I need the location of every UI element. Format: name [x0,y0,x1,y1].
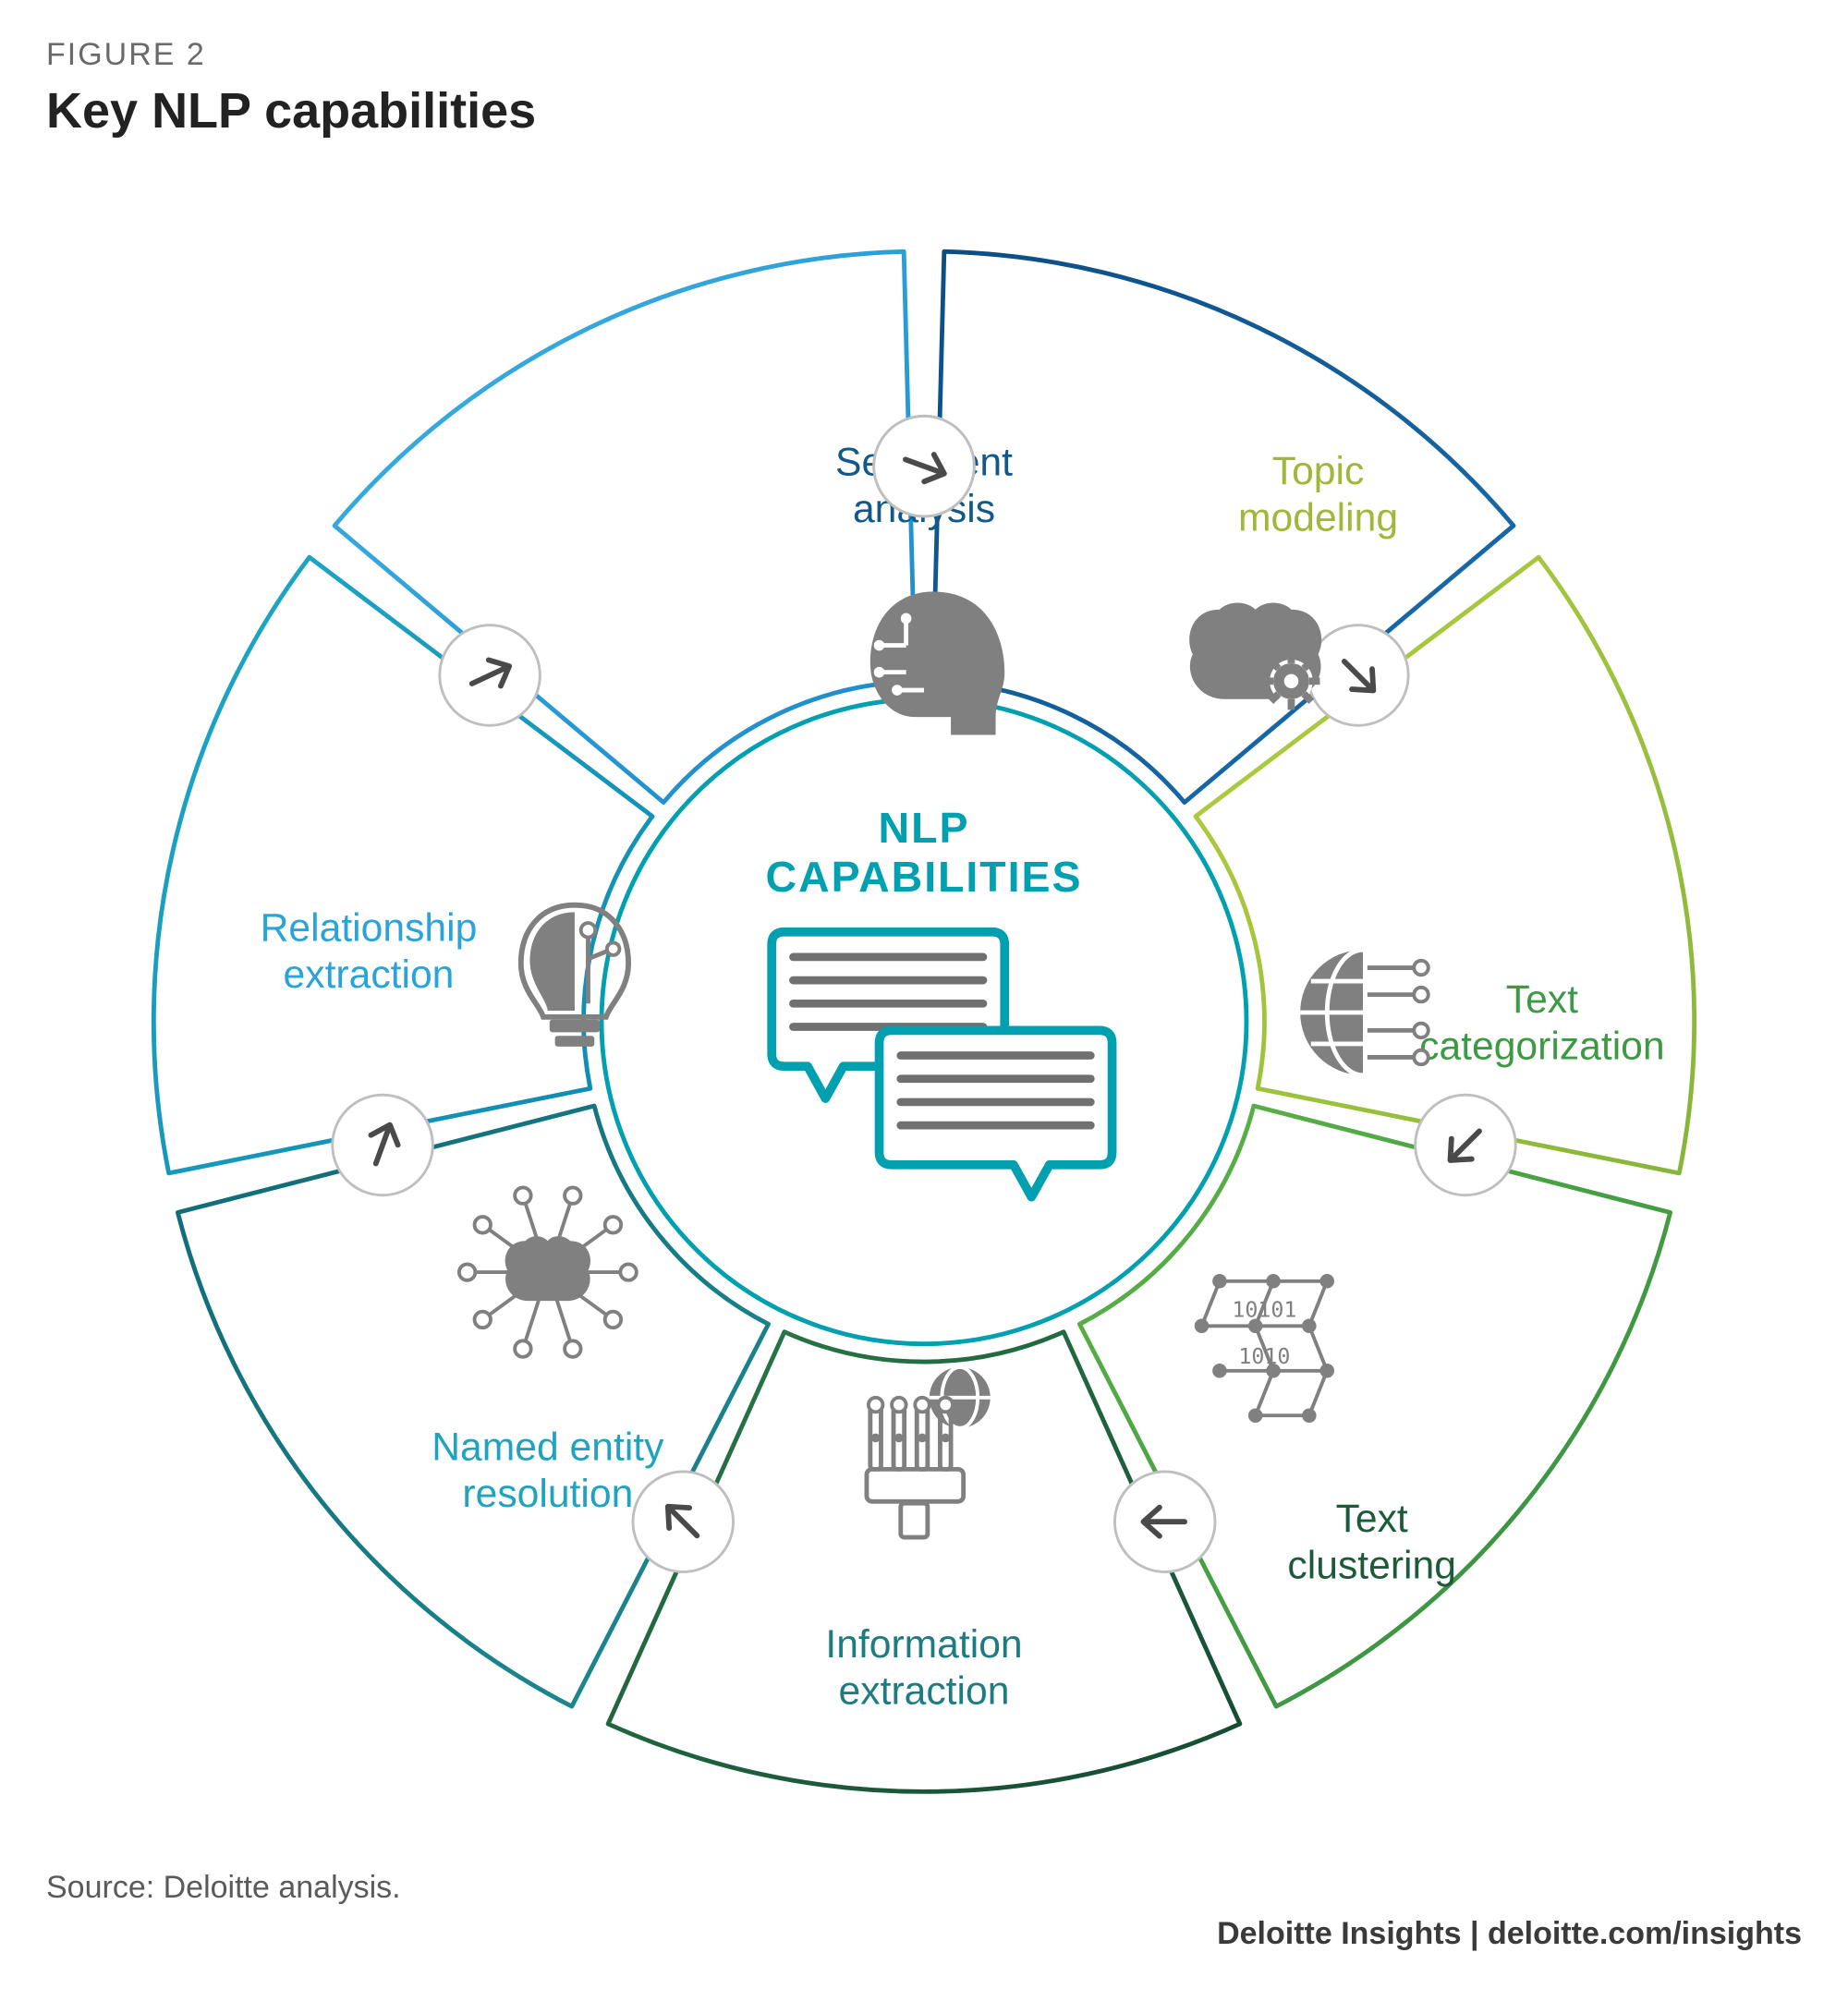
flow-arrow [1416,1095,1516,1195]
svg-text:10101: 10101 [1232,1298,1296,1323]
flow-arrow [874,416,975,516]
figure-label: FIGURE 2 [46,37,1802,73]
center-title-line2: CAPABILITIES [766,853,1083,901]
brain-gear-icon [1189,603,1321,710]
flow-arrow [1308,625,1409,726]
svg-text:1010: 1010 [1238,1344,1290,1369]
figure-title: Key NLP capabilities [46,82,1802,139]
page: FIGURE 2 Key NLP capabilities NLPCAPABIL… [0,0,1848,1989]
source-text: Source: Deloitte analysis. [46,1870,401,1906]
flow-arrow [633,1472,734,1572]
flow-arrow [440,625,541,726]
attribution-text: Deloitte Insights | deloitte.com/insight… [1217,1916,1802,1952]
center-title-line1: NLP [879,804,970,852]
nlp-radial-diagram: NLPCAPABILITIESSentimentanalysisTopicmod… [46,167,1802,1858]
diagram-container: NLPCAPABILITIESSentimentanalysisTopicmod… [46,167,1802,1858]
flow-arrow [1114,1472,1215,1572]
flow-arrow [333,1095,433,1195]
